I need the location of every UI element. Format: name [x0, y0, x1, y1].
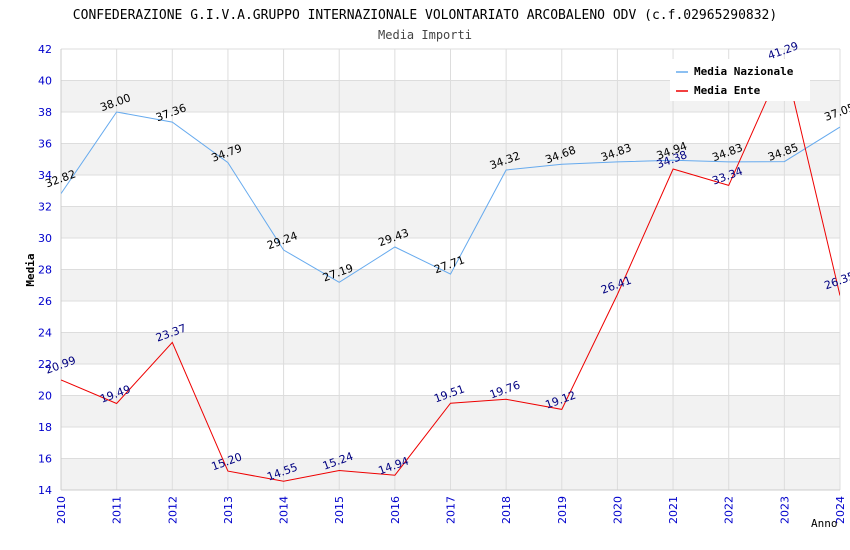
y-tick-label: 20	[38, 390, 52, 403]
series-layer	[61, 58, 840, 482]
x-axis-ticks: 2010 2011 2012 2013 2014 2015 2016 2017 2018 2019…	[55, 496, 847, 524]
grid-lines	[60, 48, 841, 491]
legend-label-ente: Media Ente	[694, 84, 761, 97]
y-tick-label: 18	[38, 421, 52, 434]
x-tick-label: 2015	[333, 496, 346, 524]
x-axis-label: Anno	[811, 517, 838, 530]
y-tick-label: 42	[38, 43, 52, 56]
legend: Media Nazionale Media Ente	[670, 59, 810, 101]
legend-box	[670, 59, 810, 101]
chart-subtitle: Media Importi	[378, 28, 472, 42]
x-tick-label: 2019	[556, 496, 569, 524]
x-tick-label: 2023	[778, 496, 791, 524]
x-tick-label: 2012	[166, 496, 179, 524]
x-tick-label: 2018	[500, 496, 513, 524]
x-tick-label: 2010	[55, 496, 68, 524]
series-line-1	[61, 58, 840, 482]
x-tick-label: 2024	[834, 496, 847, 524]
y-tick-label: 28	[38, 264, 52, 277]
x-tick-label: 2021	[667, 496, 680, 524]
y-tick-label: 36	[38, 138, 52, 151]
x-tick-label: 2016	[389, 496, 402, 524]
y-tick-label: 34	[38, 169, 52, 182]
x-tick-label: 2020	[611, 496, 624, 524]
y-tick-label: 22	[38, 358, 52, 371]
y-tick-label: 40	[38, 75, 52, 88]
x-tick-label: 2013	[222, 496, 235, 524]
y-tick-label: 24	[38, 327, 52, 340]
chart-title: CONFEDERAZIONE G.I.V.A.GRUPPO INTERNAZIO…	[73, 8, 777, 23]
y-tick-label: 32	[38, 201, 52, 214]
y-tick-label: 30	[38, 232, 52, 245]
y-tick-label: 16	[38, 453, 52, 466]
x-tick-label: 2011	[111, 496, 124, 524]
y-tick-label: 38	[38, 106, 52, 119]
y-axis-label: Media	[24, 253, 37, 286]
x-tick-label: 2017	[445, 496, 458, 524]
y-axis-ticks: 14 16 18 20 22 24 26 28 30 32 34 36 38 40 42	[38, 43, 52, 497]
x-tick-label: 2014	[278, 496, 291, 524]
series-line-0	[61, 111, 840, 283]
legend-label-nazionale: Media Nazionale	[694, 65, 794, 78]
y-tick-label: 26	[38, 295, 52, 308]
x-tick-label: 2022	[723, 496, 736, 524]
y-tick-label: 14	[38, 484, 52, 497]
